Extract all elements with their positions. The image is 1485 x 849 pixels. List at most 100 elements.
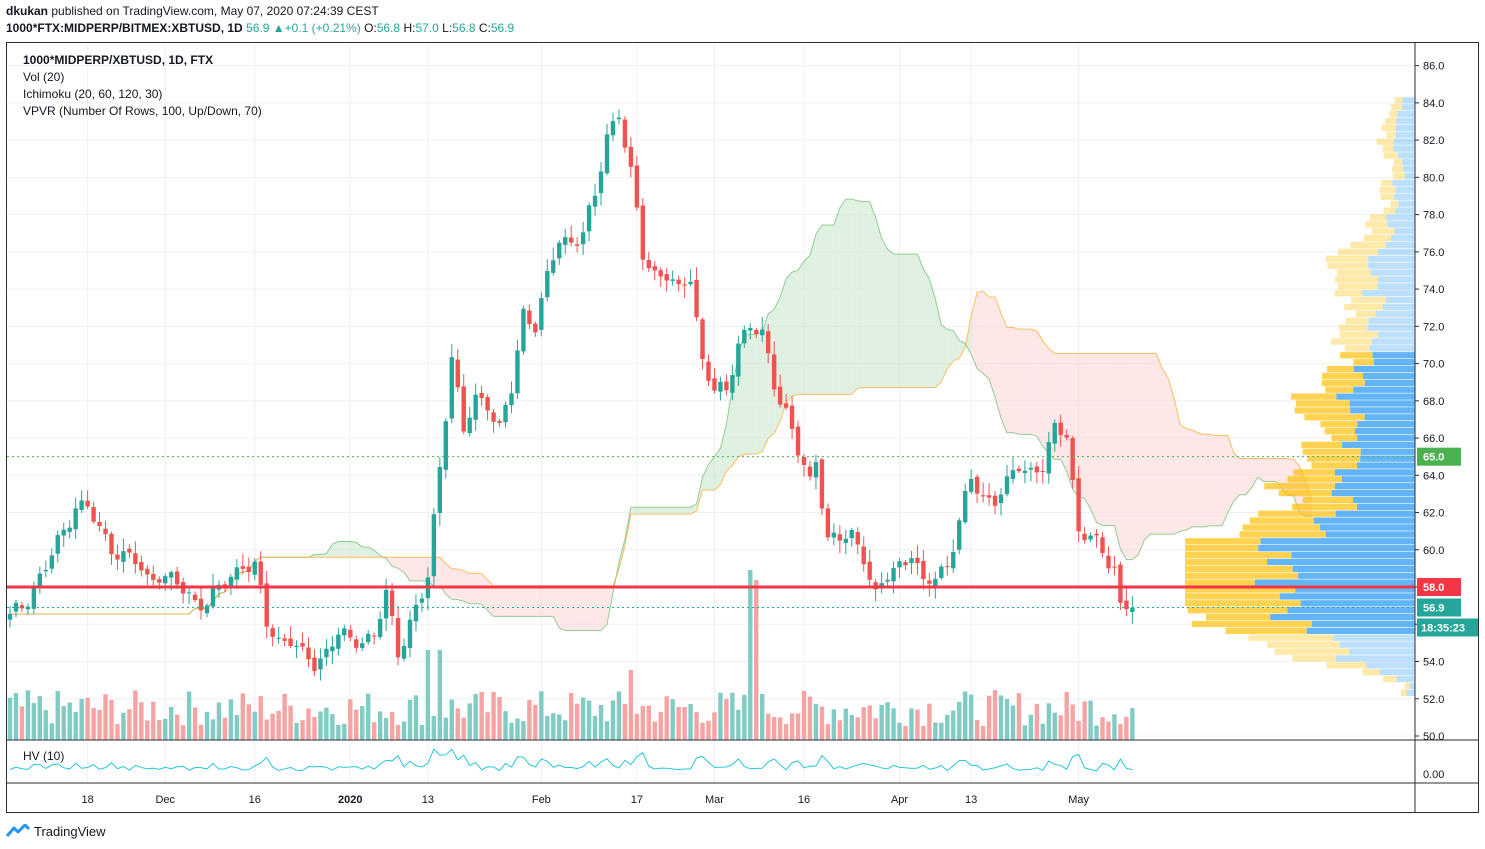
volume-bar [455,708,460,740]
cloud-segment [541,585,548,617]
candle-body [1094,533,1099,536]
volume-bar [383,717,389,740]
candle-body [885,579,890,582]
vpvr-down-bar [1363,234,1391,242]
vpvr-up-bar [1379,669,1415,676]
volume-bar [807,696,813,740]
volume-bar [861,707,866,740]
volume-bar [1034,703,1040,740]
cloud-segment [338,541,345,558]
candle-body [7,614,13,620]
candle-body [1070,438,1075,481]
vpvr-down-bar [1365,221,1388,228]
candle-body [461,386,466,432]
volume-bar [610,700,616,740]
cloud-segment [672,507,679,515]
legend-volume[interactable]: Vol (20) [23,70,65,84]
candle-body [927,580,932,584]
volume-bar [706,720,711,740]
price-tag-level-65-bg [1417,447,1461,466]
legend-hv[interactable]: HV (10) [23,749,65,763]
chart-frame[interactable]: 50.052.054.056.058.060.062.064.066.068.0… [6,42,1479,813]
vpvr-down-bar [1327,262,1368,269]
cloud-segment [517,585,524,617]
volume-bar [61,706,66,740]
candle-body [598,171,604,194]
price-tick-label: 82.0 [1423,135,1444,147]
vpvr-down-bar [1278,489,1332,497]
vpvr-down-bar [1185,586,1296,593]
candle-body [115,554,120,560]
volume-bar [533,704,538,740]
candle-body [348,629,353,638]
time-tick-label: 17 [631,794,643,806]
candle-body [610,121,616,136]
legend-vpvr[interactable]: VPVR (Number Of Rows, 100, Up/Down, 70) [23,104,262,118]
candle-body [97,521,102,527]
volume-bar [1028,714,1034,740]
cloud-segment [804,255,810,395]
volume-bar [276,710,281,740]
candle-body [85,500,90,507]
candle-body [300,642,305,647]
volume-bar [174,714,180,740]
candle-body [467,417,472,434]
cloud-segment [1006,327,1013,433]
vpvr-down-bar [1302,448,1361,455]
vpvr-down-bar [1393,159,1403,166]
cloud-segment [1078,353,1085,499]
vpvr-up-bar [1395,131,1415,138]
price-chart[interactable]: 50.052.054.056.058.060.062.064.066.068.0… [7,43,1478,812]
candle-body [383,589,389,619]
cloud-segment [750,334,757,455]
time-tick-label: Apr [891,794,908,806]
cloud-segment [1150,353,1157,535]
price-axis: 50.052.054.056.058.060.062.064.066.068.0… [1415,61,1444,781]
vpvr-down-bar [1337,269,1371,276]
candle-body [730,375,735,393]
vpvr-up-bar [1394,193,1415,200]
candle-body [909,558,914,564]
volume-bar [682,707,687,740]
cloud-segment [457,569,464,602]
volume-bar [31,703,37,740]
grid-lines [7,43,1415,783]
tradingview-footer[interactable]: TradingView [6,822,106,840]
cloud-segment [499,585,506,617]
cloud-segment [1239,458,1246,495]
vpvr-down-bar [1324,427,1355,435]
hv-tick-label: 0.00 [1423,769,1444,781]
volume-bar [1100,717,1105,740]
legend-ichimoku[interactable]: Ichimoku (20, 60, 120, 30) [23,87,163,101]
candle-body [1130,607,1135,612]
vpvr-down-bar [1185,565,1293,572]
cloud-segment [1180,424,1187,532]
cloud-segment [559,585,566,631]
leading-span-b [10,290,1312,615]
volume-bar [521,721,526,740]
vpvr-up-bar [1349,648,1415,655]
cloud-segment [660,507,667,515]
candle-body [192,594,198,601]
volume-bar [163,718,168,740]
candle-body [807,466,813,477]
volume-bar [933,722,938,740]
volume-bar [813,703,819,740]
author-name[interactable]: dkukan [6,4,49,18]
vpvr-up-bar [1396,117,1415,125]
volume-bar [640,705,646,740]
price-tick-label: 72.0 [1423,321,1444,333]
candle-body [1106,555,1111,569]
volume-bar [885,702,890,740]
candle-body [694,279,699,318]
vpvr-up-bar [1341,476,1415,483]
volume-bar [921,725,926,740]
cloud-segment [726,387,733,472]
candle-body [951,552,956,569]
cloud-segment [314,554,321,558]
cloud-segment [720,424,727,485]
vpvr-up-bar [1377,283,1415,290]
volume-bar [945,715,950,740]
candle-body [945,566,950,568]
vpvr-up-bar [1287,607,1415,614]
